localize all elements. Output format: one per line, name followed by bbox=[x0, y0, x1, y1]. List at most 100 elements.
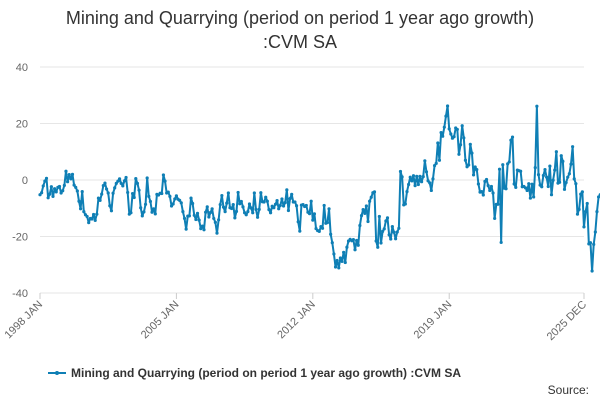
data-point[interactable] bbox=[101, 184, 105, 188]
data-point[interactable] bbox=[174, 194, 178, 198]
data-point[interactable] bbox=[369, 195, 373, 199]
data-point[interactable] bbox=[293, 200, 297, 204]
data-point[interactable] bbox=[379, 241, 383, 245]
data-point[interactable] bbox=[272, 206, 276, 210]
data-point[interactable] bbox=[471, 173, 476, 177]
data-point[interactable] bbox=[103, 181, 107, 185]
data-point[interactable] bbox=[355, 238, 359, 243]
data-point[interactable] bbox=[447, 127, 451, 131]
data-point[interactable] bbox=[43, 179, 47, 183]
data-point[interactable] bbox=[381, 229, 385, 234]
data-point[interactable] bbox=[327, 207, 331, 211]
data-point[interactable] bbox=[121, 184, 125, 188]
data-point[interactable] bbox=[268, 211, 273, 215]
data-point[interactable] bbox=[173, 197, 177, 201]
data-point[interactable] bbox=[69, 177, 73, 181]
data-point[interactable] bbox=[460, 124, 464, 128]
data-point[interactable] bbox=[85, 214, 89, 219]
data-point[interactable] bbox=[259, 191, 263, 195]
data-point[interactable] bbox=[204, 210, 208, 214]
data-point[interactable] bbox=[564, 180, 568, 185]
data-point[interactable] bbox=[90, 217, 94, 221]
data-point[interactable] bbox=[572, 177, 576, 181]
data-point[interactable] bbox=[249, 206, 253, 210]
data-point[interactable] bbox=[264, 195, 268, 199]
data-point[interactable] bbox=[225, 201, 229, 205]
data-point[interactable] bbox=[455, 127, 459, 132]
data-point[interactable] bbox=[298, 229, 302, 233]
data-point[interactable] bbox=[87, 221, 91, 225]
data-point[interactable] bbox=[147, 194, 151, 198]
data-point[interactable] bbox=[251, 211, 255, 215]
data-point[interactable] bbox=[262, 200, 266, 204]
data-point[interactable] bbox=[467, 163, 471, 167]
data-point[interactable] bbox=[595, 210, 599, 214]
data-point[interactable] bbox=[582, 225, 586, 229]
data-point[interactable] bbox=[387, 233, 391, 237]
data-point[interactable] bbox=[160, 191, 164, 196]
data-point[interactable] bbox=[64, 169, 68, 173]
data-point[interactable] bbox=[135, 181, 140, 185]
data-point[interactable] bbox=[569, 162, 573, 166]
data-point[interactable] bbox=[444, 114, 448, 118]
data-point[interactable] bbox=[493, 216, 497, 221]
data-point[interactable] bbox=[481, 193, 485, 197]
data-point[interactable] bbox=[509, 138, 513, 142]
data-point[interactable] bbox=[437, 158, 442, 162]
data-point[interactable] bbox=[342, 250, 346, 254]
data-point[interactable] bbox=[139, 206, 143, 210]
data-point[interactable] bbox=[361, 208, 365, 212]
data-point[interactable] bbox=[72, 183, 76, 187]
data-point[interactable] bbox=[119, 181, 123, 185]
data-point[interactable] bbox=[111, 191, 115, 195]
data-point[interactable] bbox=[366, 219, 370, 224]
data-point[interactable] bbox=[325, 221, 330, 225]
data-point[interactable] bbox=[44, 176, 49, 180]
data-point[interactable] bbox=[199, 226, 203, 231]
data-point[interactable] bbox=[424, 170, 429, 174]
data-point[interactable] bbox=[215, 231, 219, 235]
data-point[interactable] bbox=[187, 214, 191, 218]
data-point[interactable] bbox=[267, 208, 271, 212]
data-point[interactable] bbox=[470, 151, 474, 155]
data-point[interactable] bbox=[152, 207, 156, 211]
data-point[interactable] bbox=[462, 136, 466, 140]
data-point[interactable] bbox=[554, 150, 558, 154]
data-point[interactable] bbox=[91, 212, 96, 217]
data-point[interactable] bbox=[255, 215, 260, 219]
data-point[interactable] bbox=[67, 173, 71, 177]
data-point[interactable] bbox=[223, 210, 227, 214]
data-point[interactable] bbox=[332, 252, 336, 256]
data-point[interactable] bbox=[288, 197, 292, 201]
data-point[interactable] bbox=[549, 193, 554, 197]
data-point[interactable] bbox=[449, 132, 453, 136]
data-point[interactable] bbox=[405, 189, 409, 194]
data-point[interactable] bbox=[280, 197, 284, 201]
data-point[interactable] bbox=[41, 184, 45, 188]
data-point[interactable] bbox=[368, 199, 372, 203]
data-point[interactable] bbox=[588, 241, 593, 245]
data-point[interactable] bbox=[340, 259, 344, 263]
data-point[interactable] bbox=[329, 232, 333, 236]
data-point[interactable] bbox=[197, 218, 201, 222]
data-point[interactable] bbox=[545, 175, 549, 179]
data-point[interactable] bbox=[202, 228, 206, 232]
data-point[interactable] bbox=[195, 211, 200, 215]
data-point[interactable] bbox=[415, 174, 419, 178]
data-point[interactable] bbox=[290, 192, 294, 197]
data-point[interactable] bbox=[432, 163, 437, 168]
data-point[interactable] bbox=[40, 191, 44, 195]
data-point[interactable] bbox=[145, 176, 149, 180]
data-point[interactable] bbox=[212, 216, 216, 221]
data-point[interactable] bbox=[208, 210, 213, 215]
data-point[interactable] bbox=[441, 134, 445, 138]
data-point[interactable] bbox=[134, 176, 138, 181]
data-point[interactable] bbox=[49, 185, 53, 189]
data-point[interactable] bbox=[501, 163, 505, 167]
data-point[interactable] bbox=[51, 194, 55, 198]
data-point[interactable] bbox=[285, 188, 289, 192]
data-point[interactable] bbox=[124, 175, 128, 180]
data-point[interactable] bbox=[311, 218, 315, 222]
data-point[interactable] bbox=[473, 165, 477, 169]
data-point[interactable] bbox=[192, 213, 196, 217]
